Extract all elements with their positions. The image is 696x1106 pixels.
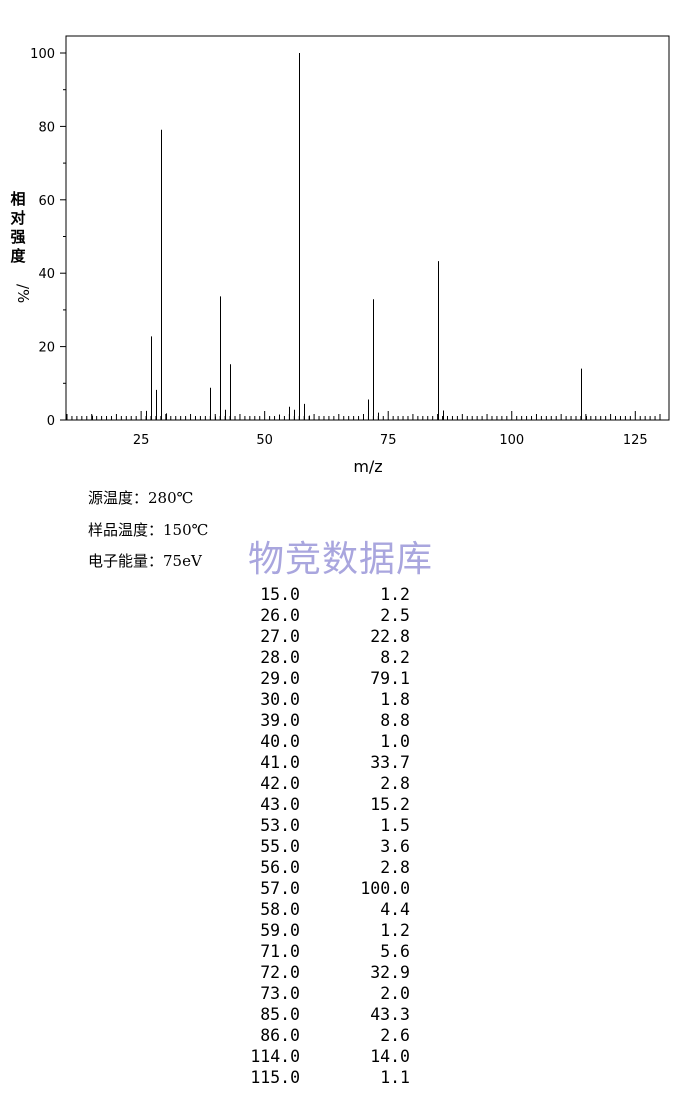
x-tick-label: 50 (256, 433, 273, 448)
y-axis: 0 20 40 60 80 100 (30, 47, 66, 429)
mz-value: 30.0 (260, 690, 300, 709)
intensity-value: 1.1 (380, 1068, 410, 1087)
y-axis-unit: /% (14, 284, 32, 303)
table-row: 114.0 14.0 (0, 1047, 696, 1068)
mz-value: 39.0 (260, 711, 300, 730)
mz-value: 71.0 (260, 942, 300, 961)
y-tick-label: 80 (38, 120, 55, 135)
table-row: 115.0 1.1 (0, 1068, 696, 1089)
mz-value: 57.0 (260, 879, 300, 898)
intensity-value: 1.2 (380, 921, 410, 940)
intensity-value: 43.3 (370, 1005, 410, 1024)
table-row: 39.0 8.8 (0, 711, 696, 732)
watermark: 物竞数据库 (248, 539, 434, 580)
table-row: 57.0 100.0 (0, 879, 696, 900)
mz-value: 86.0 (260, 1026, 300, 1045)
x-tick-label: 75 (380, 433, 397, 448)
intensity-value: 2.0 (380, 984, 410, 1003)
mz-value: 28.0 (260, 648, 300, 667)
x-tick-label: 125 (623, 433, 648, 448)
mz-value: 29.0 (260, 669, 300, 688)
intensity-value: 15.2 (370, 795, 410, 814)
mz-value: 114.0 (250, 1047, 300, 1066)
mz-value: 40.0 (260, 732, 300, 751)
mass-spectrum-chart: 25 50 75 100 125 0 20 40 60 80 100 m/z 相对强度 /% (10, 35, 670, 476)
mz-value: 53.0 (260, 816, 300, 835)
intensity-value: 100.0 (360, 879, 410, 898)
mz-value: 27.0 (260, 627, 300, 646)
table-row: 27.0 22.8 (0, 627, 696, 648)
table-row: 71.0 5.6 (0, 942, 696, 963)
mz-value: 58.0 (260, 900, 300, 919)
mz-value: 56.0 (260, 858, 300, 877)
intensity-value: 8.8 (380, 711, 410, 730)
intensity-value: 1.8 (380, 690, 410, 709)
intensity-value: 1.5 (380, 816, 410, 835)
intensity-value: 22.8 (370, 627, 410, 646)
table-row: 55.0 3.6 (0, 837, 696, 858)
y-tick-label: 0 (47, 414, 55, 429)
mz-value: 55.0 (260, 837, 300, 856)
y-axis-label: 相对强度 (10, 190, 26, 265)
intensity-value: 2.8 (380, 774, 410, 793)
x-tick-label: 100 (499, 433, 524, 448)
x-axis: 25 50 75 100 125 (66, 411, 661, 448)
intensity-value: 2.5 (380, 606, 410, 625)
intensity-value: 2.6 (380, 1026, 410, 1045)
table-row: 28.0 8.2 (0, 648, 696, 669)
mz-value: 26.0 (260, 606, 300, 625)
x-tick-label: 25 (133, 433, 150, 448)
intensity-value: 3.6 (380, 837, 410, 856)
intensity-value: 1.2 (380, 585, 410, 604)
intensity-value: 1.0 (380, 732, 410, 751)
table-row: 15.0 1.2 (0, 585, 696, 606)
mz-value: 59.0 (260, 921, 300, 940)
intensity-value: 32.9 (370, 963, 410, 982)
sample-temperature: 样品温度：150℃ (88, 521, 209, 539)
table-row: 85.0 43.3 (0, 1005, 696, 1026)
intensity-value: 8.2 (380, 648, 410, 667)
intensity-value: 2.8 (380, 858, 410, 877)
electron-energy: 电子能量：75eV (88, 552, 202, 570)
y-tick-label: 60 (38, 194, 55, 209)
table-row: 86.0 2.6 (0, 1026, 696, 1047)
table-row: 41.0 33.7 (0, 753, 696, 774)
table-row: 26.0 2.5 (0, 606, 696, 627)
source-temperature: 源温度：280℃ (88, 489, 194, 507)
intensity-value: 14.0 (370, 1047, 410, 1066)
intensity-value: 4.4 (380, 900, 410, 919)
table-row: 43.0 15.2 (0, 795, 696, 816)
table-row: 40.0 1.0 (0, 732, 696, 753)
y-tick-label: 40 (38, 267, 55, 282)
table-row: 73.0 2.0 (0, 984, 696, 1005)
mz-value: 15.0 (260, 585, 300, 604)
spectrum-peaks (92, 53, 587, 420)
table-row: 58.0 4.4 (0, 900, 696, 921)
x-axis-label: m/z (353, 457, 382, 476)
table-row: 42.0 2.8 (0, 774, 696, 795)
mz-value: 85.0 (260, 1005, 300, 1024)
intensity-value: 33.7 (370, 753, 410, 772)
y-tick-label: 100 (30, 47, 55, 62)
table-row: 29.0 79.1 (0, 669, 696, 690)
mz-value: 41.0 (260, 753, 300, 772)
plot-frame (65, 35, 670, 421)
table-row: 30.0 1.8 (0, 690, 696, 711)
table-row: 53.0 1.5 (0, 816, 696, 837)
table-row: 59.0 1.2 (0, 921, 696, 942)
y-tick-label: 20 (38, 341, 55, 356)
mz-value: 73.0 (260, 984, 300, 1003)
mz-value: 72.0 (260, 963, 300, 982)
mz-value: 42.0 (260, 774, 300, 793)
mz-value: 43.0 (260, 795, 300, 814)
table-row: 72.0 32.9 (0, 963, 696, 984)
mz-value: 115.0 (250, 1068, 300, 1087)
table-row: 56.0 2.8 (0, 858, 696, 879)
intensity-value: 79.1 (370, 669, 410, 688)
intensity-value: 5.6 (380, 942, 410, 961)
